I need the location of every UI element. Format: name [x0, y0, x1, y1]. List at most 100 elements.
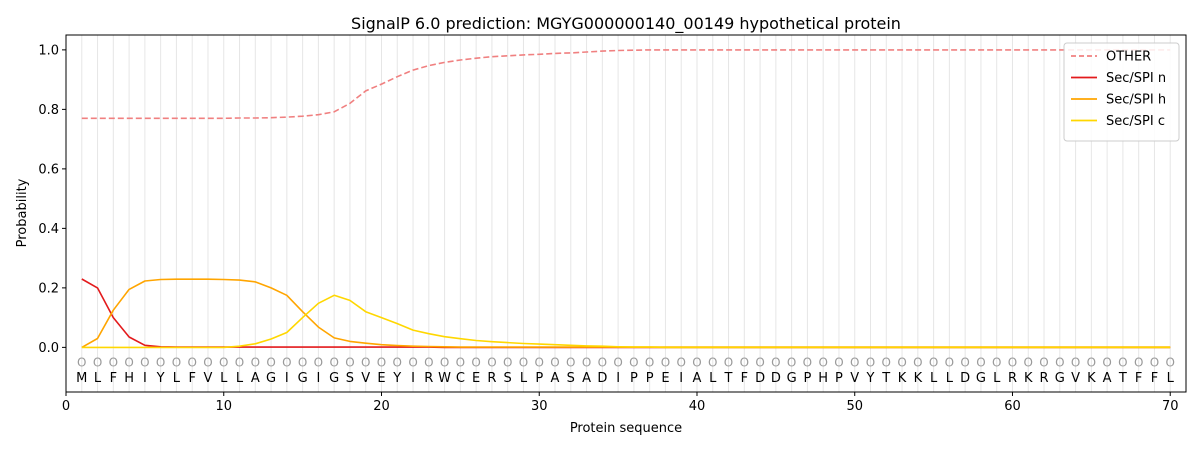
- residue-label: Y: [866, 371, 875, 386]
- prediction-marker: O: [314, 355, 323, 369]
- prediction-marker: O: [1134, 355, 1143, 369]
- y-tick-label: 0.4: [38, 222, 59, 237]
- residue-label: I: [679, 371, 683, 386]
- residue-label: L: [946, 371, 954, 386]
- series-line: [81, 278, 1171, 349]
- prediction-marker: O: [219, 355, 228, 369]
- prediction-marker: O: [77, 355, 86, 369]
- prediction-marker: O: [471, 355, 480, 369]
- x-tick-label: 0: [62, 399, 70, 414]
- prediction-marker: O: [393, 355, 402, 369]
- prediction-marker: O: [345, 355, 354, 369]
- prediction-marker: O: [834, 355, 843, 369]
- residue-label: L: [520, 371, 528, 386]
- residue-label: K: [1087, 371, 1096, 386]
- prediction-marker: O: [740, 355, 749, 369]
- residue-label: I: [316, 371, 320, 386]
- residue-label: F: [1151, 371, 1158, 386]
- y-tick-label: 0.8: [38, 103, 59, 118]
- residue-label: L: [993, 371, 1001, 386]
- residue-label: G: [329, 371, 339, 386]
- residue-label: I: [411, 371, 415, 386]
- prediction-marker: O: [487, 355, 496, 369]
- residue-label: R: [487, 371, 496, 386]
- residue-label: S: [346, 371, 354, 386]
- residue-label: V: [204, 371, 213, 386]
- prediction-marker: O: [818, 355, 827, 369]
- residue-label: F: [741, 371, 748, 386]
- residue-label: D: [755, 371, 765, 386]
- y-tick-label: 0.6: [38, 162, 59, 177]
- prediction-marker: O: [1039, 355, 1048, 369]
- residue-label: Y: [392, 371, 401, 386]
- residue-label: I: [285, 371, 289, 386]
- prediction-marker: O: [298, 355, 307, 369]
- prediction-marker: O: [598, 355, 607, 369]
- residue-label: G: [1055, 371, 1065, 386]
- prediction-marker: O: [566, 355, 575, 369]
- residue-label: L: [709, 371, 717, 386]
- series-lines: [81, 49, 1171, 349]
- y-axis-ticks: 0.0 0.2 0.4 0.6 0.8 1.0: [38, 43, 66, 356]
- prediction-marker: O: [266, 355, 275, 369]
- residue-label: S: [504, 371, 512, 386]
- prediction-marker: O: [93, 355, 102, 369]
- prediction-marker: O: [692, 355, 701, 369]
- prediction-marker: O: [803, 355, 812, 369]
- chart-title: SignalP 6.0 prediction: MGYG000000140_00…: [351, 14, 901, 34]
- residue-label: L: [930, 371, 938, 386]
- residue-label: L: [220, 371, 228, 386]
- residue-label: V: [1071, 371, 1080, 386]
- series-line: [81, 278, 1171, 349]
- prediction-marker: O: [897, 355, 906, 369]
- residue-label: V: [850, 371, 859, 386]
- residue-label: G: [976, 371, 986, 386]
- prediction-marker: O: [676, 355, 685, 369]
- prediction-marker: O: [1008, 355, 1017, 369]
- x-tick-label: 20: [373, 399, 390, 414]
- x-axis-ticks: 0 10 20 30 40 50 60 70: [62, 392, 1178, 414]
- residue-label: E: [661, 371, 669, 386]
- prediction-marker: O: [440, 355, 449, 369]
- prediction-marker: O: [1150, 355, 1159, 369]
- prediction-marker: O: [172, 355, 181, 369]
- residue-label: K: [1024, 371, 1033, 386]
- prediction-marker: O: [156, 355, 165, 369]
- y-axis-label: Probability: [15, 178, 30, 247]
- prediction-marker: O: [629, 355, 638, 369]
- residue-label: S: [567, 371, 575, 386]
- plot-frame: [65, 34, 1187, 393]
- residue-label: P: [646, 371, 654, 386]
- residue-label: A: [551, 371, 560, 386]
- prediction-marker: O: [109, 355, 118, 369]
- residue-label: D: [771, 371, 781, 386]
- prediction-marker: O: [771, 355, 780, 369]
- residue-label: F: [188, 371, 195, 386]
- legend-label: OTHER: [1106, 50, 1151, 65]
- prediction-marker: O: [535, 355, 544, 369]
- residue-label: D: [960, 371, 970, 386]
- prediction-marker: O: [661, 355, 670, 369]
- prediction-marker: O: [913, 355, 922, 369]
- residue-label: P: [835, 371, 843, 386]
- prediction-marker: O: [519, 355, 528, 369]
- residue-label: T: [1118, 371, 1127, 386]
- prediction-marker: O: [960, 355, 969, 369]
- residue-label: A: [251, 371, 260, 386]
- residue-label: L: [94, 371, 102, 386]
- residue-label: H: [124, 371, 134, 386]
- prediction-marker: O: [124, 355, 133, 369]
- series-line: [81, 294, 1171, 349]
- x-tick-label: 50: [846, 399, 863, 414]
- sequence-annotations: OMOLOFOHOIOYOLOFOVOLOLOAOGOIOGOIOGOSOVOE…: [76, 355, 1175, 386]
- residue-label: C: [456, 371, 465, 386]
- residue-label: P: [535, 371, 543, 386]
- residue-label: W: [438, 371, 451, 386]
- prediction-marker: O: [1102, 355, 1111, 369]
- prediction-marker: O: [755, 355, 764, 369]
- residue-label: H: [818, 371, 828, 386]
- residue-label: L: [173, 371, 181, 386]
- prediction-marker: O: [203, 355, 212, 369]
- residue-label: E: [377, 371, 385, 386]
